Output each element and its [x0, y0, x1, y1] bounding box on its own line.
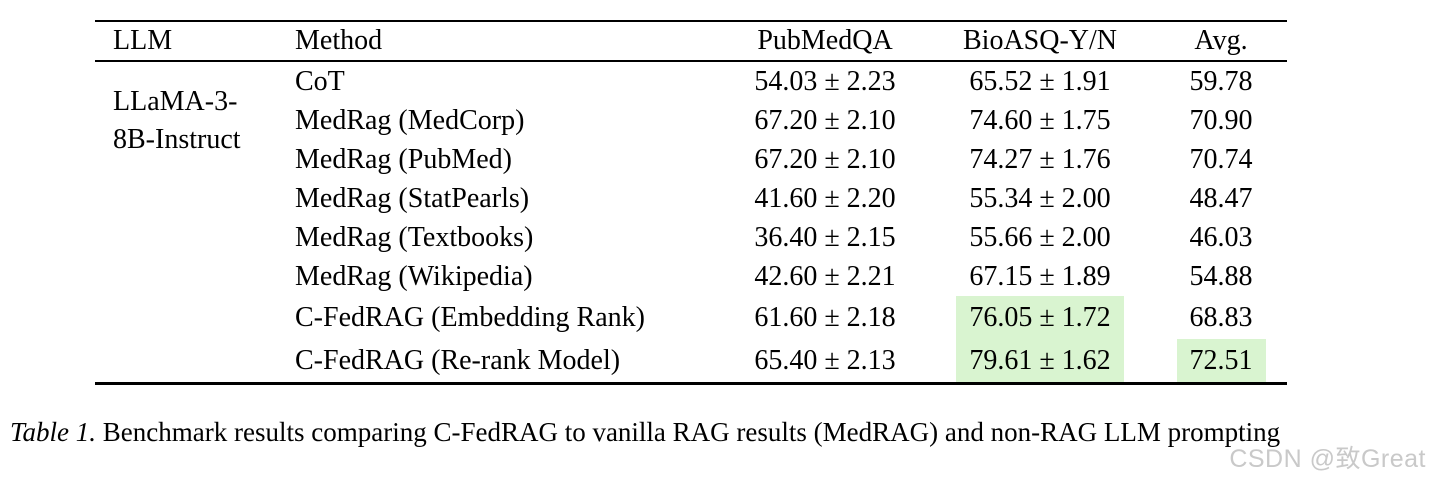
- table-row: MedRag (Wikipedia) 42.60 ± 2.21 67.15 ± 1.…: [95, 257, 1287, 296]
- table-row: MedRag (MedCorp) 67.20 ± 2.10 74.60 ± 1.75…: [95, 101, 1287, 140]
- avg-cell: 72.51: [1155, 339, 1287, 384]
- method-cell: MedRag (PubMed): [295, 144, 512, 175]
- bioasq-cell: 74.27 ± 1.76: [969, 144, 1111, 175]
- avg-cell: 70.90: [1189, 105, 1253, 136]
- pubmedqa-cell: 41.60 ± 2.20: [754, 183, 896, 214]
- pubmedqa-cell: 67.20 ± 2.10: [754, 144, 896, 175]
- col-header-bioasq: BioASQ-Y/N: [962, 25, 1117, 56]
- table-header: LLM Method PubMedQA BioASQ-Y/N Avg.: [95, 21, 1287, 61]
- pubmedqa-cell: 42.60 ± 2.21: [754, 261, 896, 292]
- avg-cell: 70.74: [1189, 144, 1253, 175]
- bioasq-cell: 76.05 ± 1.72: [925, 296, 1155, 339]
- table-row: C-FedRAG (Re-rank Model) 65.40 ± 2.13 79.6…: [95, 339, 1287, 384]
- method-cell: C-FedRAG (Re-rank Model): [295, 345, 621, 376]
- caption-label: Table 1.: [10, 417, 97, 447]
- watermark: CSDN @致Great: [1229, 445, 1426, 473]
- method-cell: C-FedRAG (Embedding Rank): [295, 302, 645, 333]
- bioasq-cell: 65.52 ± 1.91: [969, 66, 1111, 97]
- table-row: MedRag (Textbooks) 36.40 ± 2.15 55.66 ± 2.…: [95, 218, 1287, 257]
- pubmedqa-cell: 65.40 ± 2.13: [754, 345, 896, 376]
- bioasq-cell: 55.66 ± 2.00: [969, 222, 1111, 253]
- llm-group-label: LLaMA-3-8B-Instruct: [113, 86, 241, 155]
- pubmedqa-cell: 54.03 ± 2.23: [754, 66, 896, 97]
- llm-group-cell: LLaMA-3-8B-Instruct: [95, 61, 295, 384]
- bioasq-cell: 74.60 ± 1.75: [969, 105, 1111, 136]
- method-cell: MedRag (StatPearls): [295, 183, 530, 214]
- method-cell: CoT: [295, 66, 345, 97]
- bioasq-cell-highlight: 76.05 ± 1.72: [956, 296, 1124, 339]
- table-row: MedRag (StatPearls) 41.60 ± 2.20 55.34 ± 2…: [95, 179, 1287, 218]
- method-cell: MedRag (MedCorp): [295, 105, 525, 136]
- avg-cell: 68.83: [1189, 302, 1253, 333]
- pubmedqa-cell: 67.20 ± 2.10: [754, 105, 896, 136]
- col-header-avg: Avg.: [1194, 25, 1248, 56]
- bioasq-cell: 55.34 ± 2.00: [969, 183, 1111, 214]
- method-cell: MedRag (Wikipedia): [295, 261, 533, 292]
- table-caption: Table 1. Benchmark results comparing C-F…: [10, 416, 1430, 449]
- table-row: MedRag (PubMed) 67.20 ± 2.10 74.27 ± 1.76 7…: [95, 140, 1287, 179]
- avg-cell: 59.78: [1189, 66, 1253, 97]
- avg-cell: 46.03: [1189, 222, 1253, 253]
- caption-text: Benchmark results comparing C-FedRAG to …: [96, 417, 1281, 447]
- pubmedqa-cell: 61.60 ± 2.18: [754, 302, 896, 333]
- col-header-llm: LLM: [113, 25, 173, 56]
- avg-cell: 48.47: [1189, 183, 1253, 214]
- avg-cell: 54.88: [1189, 261, 1253, 292]
- avg-cell-highlight: 72.51: [1176, 339, 1266, 382]
- col-header-method: Method: [295, 25, 383, 56]
- header-row: LLM Method PubMedQA BioASQ-Y/N Avg.: [95, 21, 1287, 61]
- bioasq-cell: 79.61 ± 1.62: [925, 339, 1155, 384]
- method-cell: MedRag (Textbooks): [295, 222, 534, 253]
- col-header-pubmedqa: PubMedQA: [757, 25, 893, 56]
- bioasq-cell: 67.15 ± 1.89: [969, 261, 1111, 292]
- benchmark-table: LLM Method PubMedQA BioASQ-Y/N Avg. LLaM…: [95, 20, 1287, 385]
- table-body: LLaMA-3-8B-Instruct CoT 54.03 ± 2.23 65.52 …: [95, 61, 1287, 384]
- table-row: C-FedRAG (Embedding Rank) 61.60 ± 2.18 76.…: [95, 296, 1287, 339]
- bioasq-cell-highlight: 79.61 ± 1.62: [956, 339, 1124, 382]
- pubmedqa-cell: 36.40 ± 2.15: [754, 222, 896, 253]
- table-row: LLaMA-3-8B-Instruct CoT 54.03 ± 2.23 65.52 …: [95, 61, 1287, 155]
